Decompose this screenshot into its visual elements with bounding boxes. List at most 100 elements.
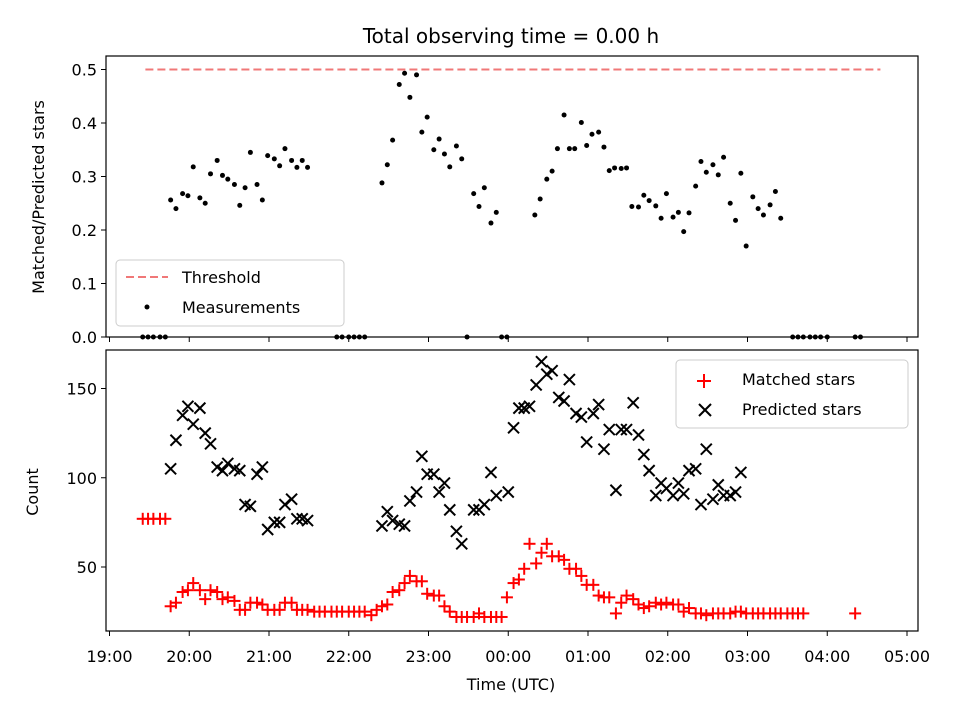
top-axes-frame — [105, 55, 919, 338]
matched-point — [187, 577, 200, 590]
predicted-point — [244, 500, 257, 513]
matched-point — [421, 587, 434, 600]
matched-point — [443, 605, 456, 618]
bottom-y-tick-label: 150 — [66, 380, 97, 399]
bottom-legend-box — [675, 359, 909, 429]
predicted-point — [592, 398, 605, 411]
predicted-point — [438, 476, 451, 490]
matched-legend-marker — [697, 374, 711, 388]
matched-point — [512, 573, 525, 586]
top-x-ticks — [109, 337, 908, 342]
x-tick-label: 01:00 — [565, 647, 611, 666]
predicted-point — [642, 464, 656, 477]
measurement-point — [772, 188, 778, 194]
measurement-point — [231, 182, 237, 188]
predicted-legend-marker — [698, 403, 712, 417]
measurement-point — [681, 229, 687, 235]
top-y-axis-label: Matched/Predicted stars — [29, 100, 48, 294]
measurement-point — [414, 72, 420, 78]
predicted-point — [507, 421, 520, 434]
measurement-point — [601, 144, 607, 150]
measurement-point — [755, 206, 761, 212]
matched-point — [518, 562, 531, 575]
bottom-plot-area — [136, 355, 862, 623]
measurement-point — [197, 195, 203, 201]
matched-point — [375, 600, 388, 613]
measurement-point — [379, 180, 385, 186]
top-plot-area — [140, 68, 881, 340]
measurement-point — [566, 146, 572, 152]
measurement-point — [488, 220, 494, 226]
x-tick-label: 19:00 — [86, 647, 132, 666]
measurement-point — [589, 131, 595, 137]
measurement-point — [402, 70, 408, 76]
measurement-point — [481, 185, 487, 191]
predicted-point — [535, 355, 548, 368]
measurement-point — [767, 202, 773, 208]
matched-point — [700, 609, 713, 622]
predicted-point — [632, 428, 645, 442]
matched-point — [251, 596, 264, 609]
measurement-point — [578, 119, 584, 125]
x-tick-label: 22:00 — [326, 647, 372, 666]
matched-point — [592, 589, 605, 602]
predicted-point — [569, 407, 583, 420]
measurement-point — [646, 198, 652, 204]
measurement-point — [459, 156, 465, 162]
predicted-point — [398, 519, 411, 533]
measurements-legend-marker — [144, 304, 150, 310]
predicted-point — [712, 478, 725, 492]
measurement-point — [277, 163, 283, 169]
predicted-point — [626, 396, 640, 409]
predicted-point — [649, 489, 662, 502]
matched-point — [660, 596, 673, 609]
predicted-point — [706, 492, 720, 506]
bottom-y-tick-label: 50 — [77, 558, 97, 577]
matched-point — [587, 578, 600, 591]
matched-point — [211, 585, 224, 598]
measurement-point — [778, 215, 784, 221]
measurement-point — [271, 156, 277, 162]
top-panel: Total observing time = 0.00 h Matched/Pr… — [29, 24, 919, 347]
matched-point — [398, 577, 411, 590]
predicted-point — [587, 407, 600, 420]
predicted-point — [502, 485, 515, 499]
measurement-point — [436, 136, 442, 142]
predicted-point — [386, 514, 399, 527]
matched-point — [523, 537, 536, 550]
measurement-point — [733, 217, 739, 223]
chart-title: Total observing time = 0.00 h — [362, 24, 659, 48]
predicted-point — [694, 498, 708, 511]
matched-point — [221, 591, 234, 604]
predicted-point — [427, 467, 441, 481]
predicted-point — [478, 498, 491, 511]
predicted-point — [176, 409, 189, 422]
matched-point — [609, 607, 622, 620]
predicted-point — [597, 442, 611, 456]
top-legend: Threshold Measurements — [115, 259, 345, 327]
matched-point — [540, 537, 553, 550]
measurement-point — [396, 81, 402, 87]
measurement-point — [554, 146, 560, 152]
measurement-point — [384, 162, 390, 168]
matched-point — [204, 584, 217, 597]
measurement-point — [282, 146, 288, 152]
measurement-point — [419, 129, 425, 135]
measurement-point — [624, 165, 630, 171]
predicted-point — [204, 437, 217, 451]
measurement-point — [168, 197, 174, 203]
matched-point — [570, 562, 583, 575]
predicted-point — [301, 514, 314, 527]
x-tick-label: 00:00 — [485, 647, 531, 666]
matched-point — [558, 553, 571, 566]
top-y-tick-label: 0.4 — [72, 114, 97, 133]
predicted-point — [672, 476, 685, 490]
measurement-point — [727, 200, 733, 206]
predicted-point — [256, 460, 269, 474]
x-tick-label: 05:00 — [884, 647, 930, 666]
measurement-point — [242, 185, 248, 191]
measurement-point — [606, 168, 612, 174]
matched-point — [365, 609, 378, 622]
measurement-point — [431, 147, 437, 153]
x-tick-label: 04:00 — [804, 647, 850, 666]
